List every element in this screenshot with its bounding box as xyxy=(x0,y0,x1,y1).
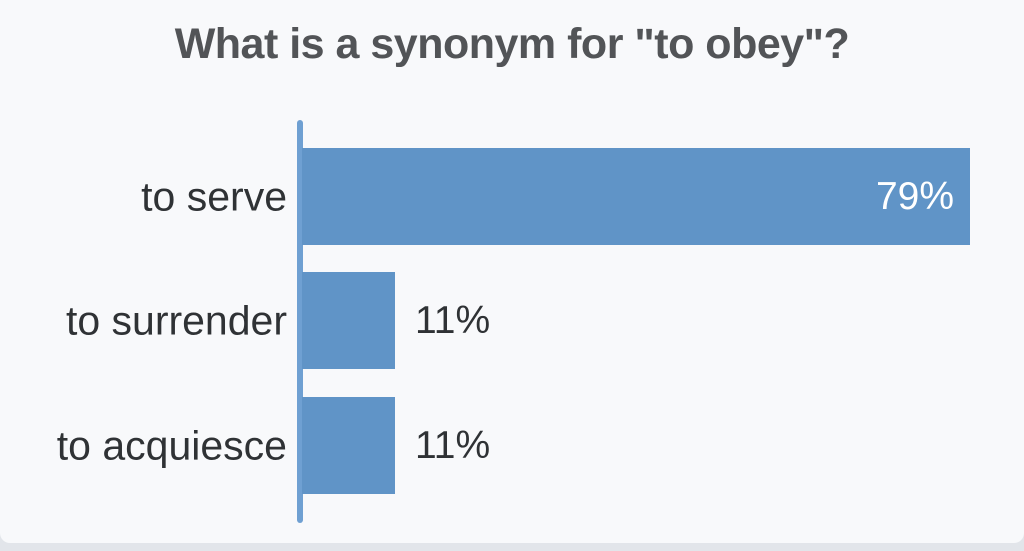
y-axis-line xyxy=(297,120,303,523)
value-label: 11% xyxy=(415,423,491,467)
bar-row: to surrender 11% xyxy=(0,272,1024,369)
value-label: 11% xyxy=(415,298,491,342)
chart-title: What is a synonym for "to obey"? xyxy=(174,20,850,68)
category-label: to acquiesce xyxy=(56,422,287,468)
value-label: 79% xyxy=(875,174,954,218)
bar xyxy=(302,397,395,494)
bar xyxy=(302,272,395,369)
category-label: to surrender xyxy=(65,297,287,343)
bar-row: to acquiesce 11% xyxy=(0,397,1024,494)
bar xyxy=(302,148,970,245)
bar-row: to serve 79% xyxy=(0,148,1024,245)
category-label: to serve xyxy=(141,173,287,219)
